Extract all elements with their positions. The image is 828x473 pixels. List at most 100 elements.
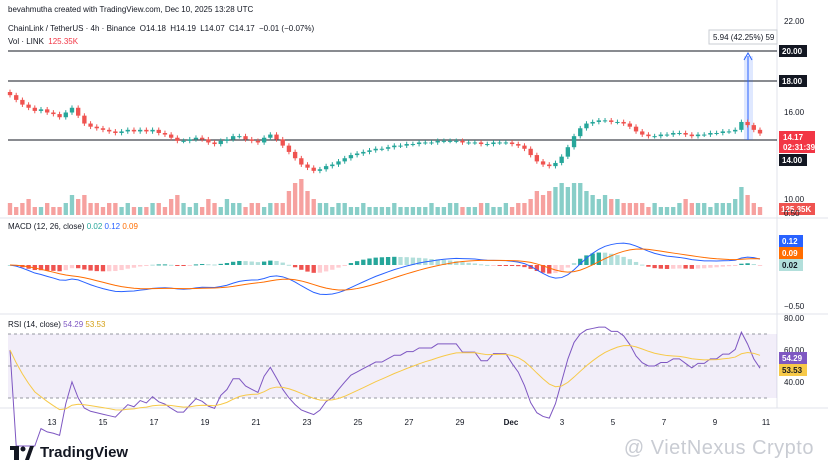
candle-body — [125, 129, 130, 132]
ohlc-open: O14.18 — [139, 24, 166, 33]
macd-histogram-bar — [51, 265, 56, 271]
macd-tag — [779, 235, 803, 247]
candle-body — [385, 147, 391, 149]
macd-histogram-bar — [193, 264, 199, 266]
volume-bar — [472, 207, 478, 215]
candle-body — [268, 134, 273, 138]
candle-body — [94, 126, 99, 129]
macd-name: MACD (12, 26, close) — [8, 222, 85, 231]
volume-bar — [726, 203, 732, 215]
rsi-ma-line — [9, 345, 761, 411]
macd-hist-value: 0.02 — [86, 222, 103, 231]
volume-bar — [658, 207, 663, 215]
macd-histogram-bar — [509, 265, 515, 266]
candle-body — [615, 121, 620, 123]
candle-body — [640, 131, 645, 135]
volume-bar — [63, 203, 68, 215]
macd-histogram-bar — [100, 265, 106, 272]
macd-histogram-bar — [379, 257, 385, 265]
volume-bar — [243, 207, 248, 215]
volume-bar — [373, 207, 378, 215]
price-tick: 22.00 — [784, 17, 805, 26]
candle-body — [590, 121, 595, 124]
macd-legend[interactable]: MACD (12, 26, close) 0.02 0.12 0.09 — [8, 222, 138, 231]
price-tick: 10.00 — [784, 195, 805, 204]
candle-body — [695, 134, 701, 137]
volume-bar — [410, 207, 416, 215]
symbol-legend[interactable]: ChainLink / TetherUS · 4h · Binance O14.… — [8, 24, 316, 33]
watermark-text: @ VietNexus Crypto — [623, 437, 814, 459]
macd-histogram-bar — [485, 264, 490, 266]
macd-histogram-bar — [230, 261, 236, 265]
candle-body — [757, 129, 763, 134]
volume-bar — [739, 187, 744, 215]
rsi-tick: 60.00 — [784, 346, 805, 355]
macd-histogram-bar — [261, 261, 267, 265]
volume-bar — [113, 203, 118, 215]
tradingview-logo[interactable]: TradingView — [10, 444, 128, 461]
price-change: −0.01 (−0.07%) — [258, 24, 315, 33]
macd-histogram-bar — [317, 265, 323, 273]
x-axis-label: 27 — [405, 418, 414, 427]
volume-legend[interactable]: Vol · LINK 125.35K — [8, 37, 80, 46]
x-axis-label: 3 — [560, 418, 565, 427]
volume-bar — [615, 199, 620, 215]
macd-histogram-bar — [733, 265, 738, 266]
volume-bar — [299, 179, 304, 215]
candle-body — [627, 123, 633, 127]
volume-bar — [354, 207, 360, 215]
candle-body — [398, 145, 403, 147]
current-price-tag — [779, 131, 815, 153]
macd-histogram-bar — [206, 264, 211, 266]
rsi-legend[interactable]: RSI (14, close) 54.29 53.53 — [8, 320, 105, 329]
macd-histogram-bar — [516, 265, 521, 267]
candle-body — [57, 114, 62, 118]
candle-body — [82, 115, 87, 124]
macd-histogram-bar — [410, 257, 416, 265]
candle-body — [32, 107, 37, 111]
candle-body — [144, 129, 149, 132]
macd-histogram-bar — [689, 265, 694, 269]
macd-histogram-bar — [416, 257, 422, 265]
macd-histogram-bar — [131, 265, 137, 268]
volume-bar — [627, 203, 633, 215]
macd-histogram-bar — [348, 263, 354, 265]
candle-body — [472, 142, 478, 144]
candle-body — [596, 120, 602, 122]
candle-body — [305, 164, 310, 168]
x-axis-label: 15 — [99, 418, 108, 427]
candle-body — [119, 131, 124, 133]
volume-bar — [206, 199, 211, 215]
candle-body — [429, 142, 434, 144]
macd-histogram-bar — [137, 265, 143, 267]
candle-body — [565, 147, 571, 157]
macd-histogram-bar — [181, 265, 186, 266]
symbol-name[interactable]: ChainLink / TetherUS · 4h · Binance — [8, 24, 136, 33]
candle-body — [26, 104, 31, 108]
volume-bar — [379, 207, 385, 215]
macd-histogram-bar — [150, 264, 155, 266]
macd-histogram-bar — [633, 261, 639, 265]
macd-histogram-bar — [212, 264, 217, 266]
candle-body — [162, 133, 168, 135]
macd-histogram-bar — [503, 265, 509, 266]
volume-bar — [175, 195, 180, 215]
signal-tag-text: 0.09 — [782, 249, 798, 258]
macd-histogram-bar — [466, 262, 471, 265]
volume-label: Vol · LINK — [8, 37, 45, 46]
candle-body — [379, 148, 385, 150]
volume-bar — [447, 203, 453, 215]
macd-histogram-bar — [534, 265, 540, 272]
macd-histogram-bar — [286, 264, 292, 266]
volume-bar — [571, 183, 577, 215]
volume-bar — [218, 207, 223, 215]
volume-bar — [429, 203, 434, 215]
volume-bar — [547, 191, 552, 215]
volume-bar — [478, 203, 484, 215]
candle-body — [181, 140, 186, 142]
volume-bar — [702, 203, 707, 215]
volume-bar — [280, 203, 285, 215]
macd-histogram-bar — [590, 253, 595, 265]
candle-body — [751, 125, 756, 130]
